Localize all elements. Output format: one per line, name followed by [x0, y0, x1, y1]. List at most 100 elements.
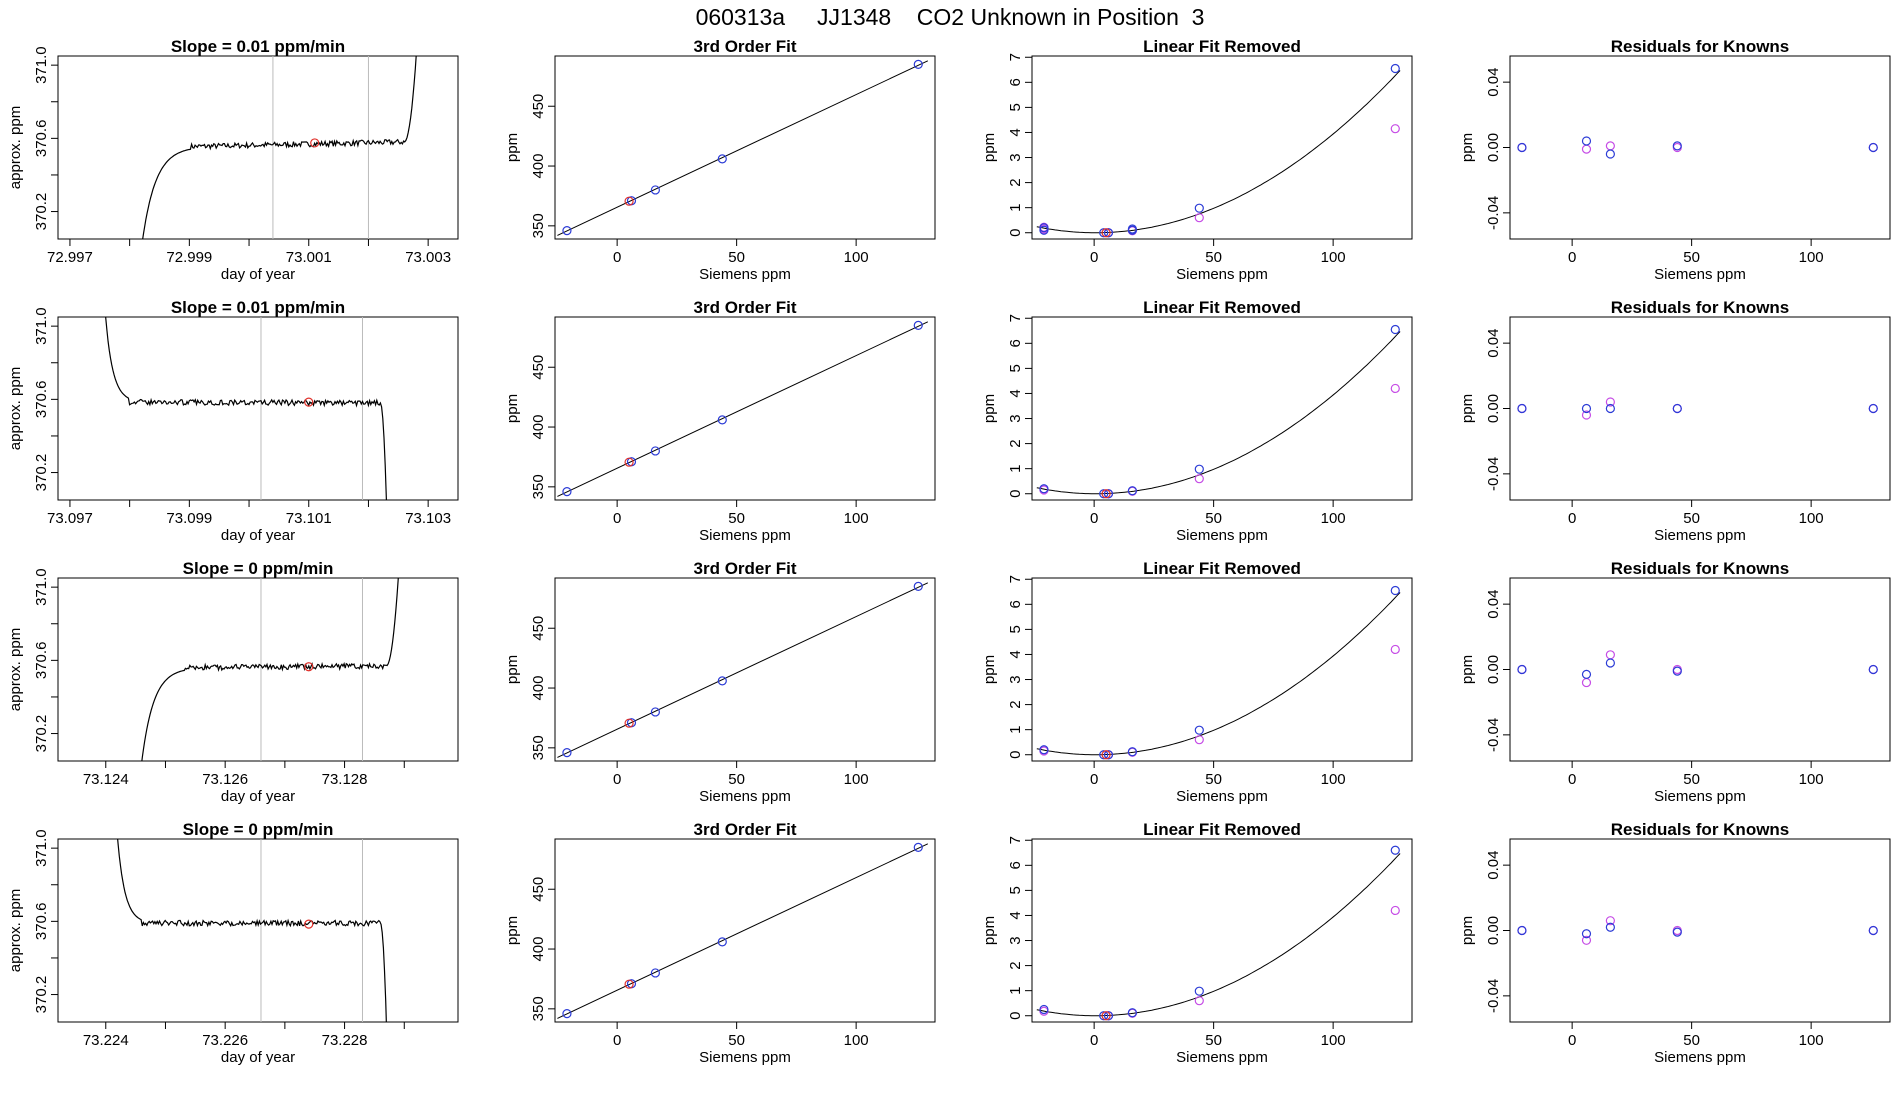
x-tick-label: 100: [844, 771, 869, 788]
alt-point: [1390, 644, 1400, 655]
x-tick-label: 50: [728, 510, 745, 527]
data-layer: [1036, 63, 1401, 238]
x-tick-label: 73.226: [202, 1032, 248, 1049]
known-point: [913, 320, 923, 330]
alt-point: [1390, 124, 1400, 134]
panel-title: Residuals for Knowns: [1611, 820, 1790, 839]
alt-point: [1194, 213, 1204, 223]
x-tick-label: 100: [1799, 249, 1824, 266]
y-tick-label: 0.04: [1485, 851, 1502, 880]
panel-title: 3rd Order Fit: [694, 37, 797, 56]
y-tick-label: 400: [530, 154, 547, 179]
data-layer: [1517, 397, 1878, 420]
y-axis-label: ppm: [1459, 916, 1476, 945]
known-point: [1672, 403, 1682, 414]
data-layer: [557, 581, 929, 758]
unknown-point: [624, 979, 634, 989]
fit-line: [557, 582, 929, 758]
known-point: [1390, 63, 1400, 74]
x-tick-label: 100: [844, 1032, 869, 1049]
y-tick-label: 350: [530, 474, 547, 499]
y-tick-label: 0.00: [1485, 394, 1502, 423]
y-tick-label: 0.04: [1485, 329, 1502, 358]
y-tick-label: 370.6: [33, 381, 50, 419]
panel-r3c1: Slope = 0 ppm/min 73.124 73.126 73.128 370.2…: [7, 559, 459, 805]
x-tick-label: 73.128: [322, 771, 368, 788]
known-point: [1099, 750, 1109, 760]
y-tick-label: 450: [530, 877, 547, 902]
y-tick-label: 5: [1007, 625, 1024, 633]
known-point: [1099, 489, 1109, 499]
x-axis-label: Siemens ppm: [699, 527, 791, 544]
panel-r1c3: Linear Fit Removed 0 50 100 0 1 2 3 4 5 6 7 Siemens …: [981, 37, 1413, 283]
y-tick-label: 0.04: [1485, 590, 1502, 619]
alt-point: [1194, 474, 1204, 484]
y-tick-label: 370.2: [33, 976, 50, 1014]
y-tick-label: 0: [1007, 751, 1024, 759]
y-tick-label: 2: [1007, 178, 1024, 186]
panel-title: Slope = 0.01 ppm/min: [171, 298, 345, 317]
y-axis-label: ppm: [981, 394, 998, 423]
plot-frame: [57, 577, 459, 762]
x-axis-label: day of year: [221, 527, 295, 544]
known-point: [1039, 484, 1049, 494]
panel-r1c4: Residuals for Knowns 0 50 100 -0.04 0.00 0.04 S…: [1459, 37, 1891, 283]
page-title: 060313a JJ1348 CO2 Unknown in Position 3: [695, 4, 1205, 30]
known-point: [1868, 664, 1878, 675]
y-axis-label: ppm: [1459, 394, 1476, 423]
known-point: [913, 842, 923, 852]
known-point: [562, 1009, 572, 1019]
y-tick-label: 450: [530, 616, 547, 641]
alt-point: [1581, 677, 1592, 688]
unknown-point: [1101, 489, 1111, 499]
known-point: [1672, 927, 1682, 937]
y-tick-label: 6: [1007, 600, 1024, 608]
known-point: [1103, 489, 1114, 499]
plot-frame: [57, 838, 459, 1023]
known-point: [650, 968, 660, 978]
x-axis-label: Siemens ppm: [1654, 527, 1746, 544]
plot-frame: [554, 55, 936, 240]
y-axis-label: ppm: [504, 916, 521, 945]
y-tick-label: 3: [1007, 675, 1024, 683]
fit-curve: [1036, 853, 1401, 1017]
plot-frame: [57, 55, 459, 240]
y-tick-label: 0: [1007, 490, 1024, 498]
mean-marker: [304, 662, 314, 672]
y-tick-label: 1: [1007, 464, 1024, 472]
x-tick-label: 100: [1799, 771, 1824, 788]
panel-r3c4: Residuals for Knowns 0 50 100 -0.04 0.00 0.04 S…: [1459, 559, 1891, 805]
y-tick-label: 371.0: [33, 46, 50, 84]
known-point: [717, 415, 727, 425]
x-tick-label: 50: [1683, 510, 1700, 527]
x-tick-label: 50: [728, 1032, 745, 1049]
known-point: [1127, 224, 1137, 234]
x-tick-label: 0: [613, 249, 621, 266]
y-tick-label: 3: [1007, 936, 1024, 944]
known-point: [1581, 669, 1592, 680]
x-axis-label: day of year: [221, 1049, 295, 1066]
x-tick-label: 100: [1321, 771, 1346, 788]
y-tick-label: 2: [1007, 700, 1024, 708]
y-tick-label: 350: [530, 213, 547, 238]
fit-line: [557, 60, 929, 236]
y-axis-label: approx. ppm: [7, 889, 24, 972]
y-tick-label: 1: [1007, 725, 1024, 733]
known-point: [1517, 925, 1527, 936]
alt-point: [1390, 383, 1400, 394]
mean-marker: [304, 919, 314, 929]
y-tick-label: 400: [530, 676, 547, 701]
known-point: [1103, 1011, 1114, 1021]
x-tick-label: 73.126: [202, 771, 248, 788]
x-axis-label: day of year: [221, 266, 295, 283]
y-tick-label: 0: [1007, 229, 1024, 237]
x-tick-label: 73.099: [166, 510, 212, 527]
panel-r1c2: 3rd Order Fit 0 50 100 350 400 450 Siemens ppm p…: [504, 37, 936, 283]
y-axis-label: ppm: [981, 655, 998, 684]
x-axis-label: Siemens ppm: [1654, 788, 1746, 805]
known-point: [1390, 585, 1400, 596]
known-point: [1581, 403, 1592, 414]
panel-r3c3: Linear Fit Removed 0 50 100 0 1 2 3 4 5 6 7 Siemens …: [981, 559, 1413, 805]
known-point: [1605, 922, 1615, 932]
y-tick-label: 6: [1007, 861, 1024, 869]
